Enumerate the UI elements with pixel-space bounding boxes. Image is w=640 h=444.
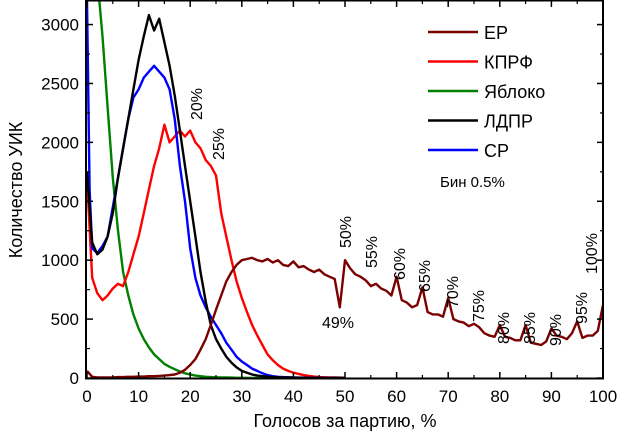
- x-axis: 0 10 20 30 40 50 60 70 80 90 100: [82, 1, 617, 406]
- legend-label: КПРФ: [484, 53, 533, 73]
- annotations: 20% 25% 50% 55% 60% 65% 70% 75% 80% 85% 90% 95% 100%…: [189, 88, 601, 346]
- legend-label: ЕР: [484, 23, 508, 43]
- annotation-label: 75%: [471, 290, 488, 322]
- annotation-label: 80%: [496, 312, 513, 344]
- y-tick-label: 1000: [41, 251, 79, 270]
- y-tick-label: 2000: [41, 133, 79, 152]
- annotation-label: 85%: [522, 312, 539, 344]
- legend-label: СР: [484, 141, 509, 161]
- plot-frame: [85, 0, 604, 380]
- x-tick-label: 90: [542, 387, 561, 406]
- x-axis-title: Голосов за партию, %: [253, 411, 436, 431]
- x-tick-label: 30: [232, 387, 251, 406]
- series-line-2: [98, 1, 345, 378]
- series-line-3: [87, 13, 346, 378]
- x-tick-label: 70: [439, 387, 458, 406]
- series-line-4: [87, 1, 346, 378]
- annotation-label: 49%: [322, 315, 354, 332]
- x-tick-label: 60: [387, 387, 406, 406]
- annotation-label: 50%: [338, 216, 355, 248]
- x-tick-label: 0: [82, 387, 91, 406]
- x-tick-label: 80: [490, 387, 509, 406]
- y-tick-label: 3000: [41, 16, 79, 35]
- x-tick-label: 100: [589, 387, 617, 406]
- annotation-label: 60%: [392, 248, 409, 280]
- y-tick-label: 2500: [41, 74, 79, 93]
- series-line-1: [87, 123, 346, 378]
- bin-note: Бин 0.5%: [440, 174, 505, 191]
- x-tick-label: 20: [181, 387, 200, 406]
- y-tick-label: 0: [70, 369, 79, 388]
- annotation-label: 95%: [574, 292, 591, 324]
- y-tick-label: 500: [51, 310, 79, 329]
- annotation-label: 55%: [364, 236, 381, 268]
- annotation-label: 100%: [584, 233, 601, 274]
- annotation-label: 90%: [548, 314, 565, 346]
- y-tick-label: 1500: [41, 192, 79, 211]
- annotation-label: 25%: [211, 128, 228, 160]
- y-axis: 0 500 1000 1500 2000 2500 3000: [41, 16, 603, 388]
- series-line-0: [87, 256, 603, 378]
- y-axis-title: Количество УИК: [6, 121, 26, 258]
- x-tick-label: 50: [336, 387, 355, 406]
- x-tick-label: 10: [129, 387, 148, 406]
- legend: ЕР КПРФ Яблоко ЛДПР СР: [428, 23, 545, 161]
- legend-label: ЛДПР: [484, 112, 533, 132]
- annotation-label: 20%: [189, 88, 206, 120]
- legend-label: Яблоко: [484, 82, 545, 102]
- annotation-label: 65%: [417, 260, 434, 292]
- x-tick-label: 40: [284, 387, 303, 406]
- annotation-label: 70%: [445, 276, 462, 308]
